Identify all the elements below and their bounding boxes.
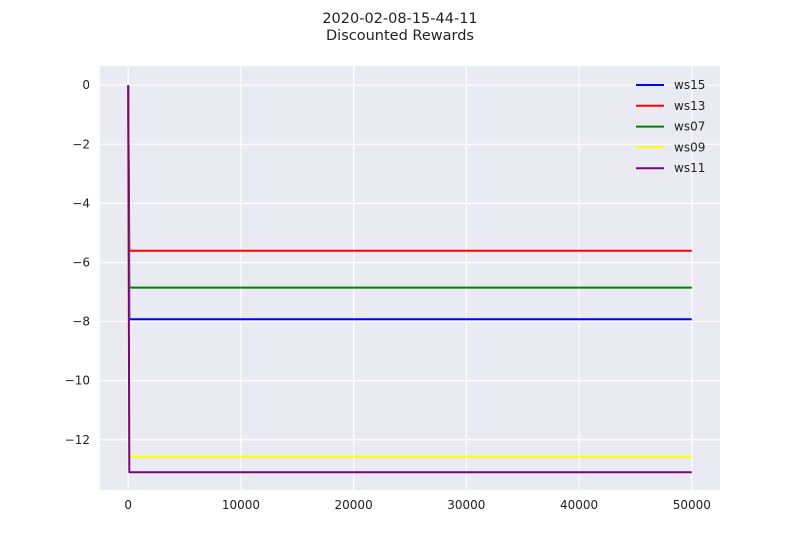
legend: ws15 ws13 ws07 ws09 ws11 [636, 78, 705, 175]
legend-label-ws07: ws07 [674, 120, 705, 134]
x-tick-label: 40000 [560, 498, 598, 512]
legend-label-ws11: ws11 [674, 161, 705, 175]
series-line-ws11 [127, 85, 692, 474]
x-tick-label: 50000 [673, 498, 711, 512]
chart-subtitle: Discounted Rewards [326, 28, 474, 44]
y-tick-label: −6 [72, 255, 90, 269]
plot-area [100, 66, 720, 490]
x-tick-label: 20000 [335, 498, 373, 512]
y-tick-label: 0 [82, 78, 90, 92]
y-tick-label: −2 [72, 137, 90, 151]
legend-label-ws15: ws15 [674, 78, 705, 92]
grid [100, 66, 720, 490]
legend-label-ws09: ws09 [674, 140, 705, 154]
x-tick-label: 0 [124, 498, 132, 512]
series-lines [127, 85, 692, 474]
y-tick-label: −10 [65, 374, 90, 388]
chart-title: 2020-02-08-15-44-11 [322, 11, 477, 27]
x-tick-label: 30000 [447, 498, 485, 512]
y-tick-label: −12 [65, 433, 90, 447]
tick-labels: 0 10000 20000 30000 40000 50000 0 −2 −4 −6 −8 −10 −1… [65, 78, 711, 512]
x-tick-label: 10000 [222, 498, 260, 512]
legend-label-ws13: ws13 [674, 99, 705, 113]
y-tick-label: −8 [72, 315, 90, 329]
y-tick-label: −4 [72, 196, 90, 210]
